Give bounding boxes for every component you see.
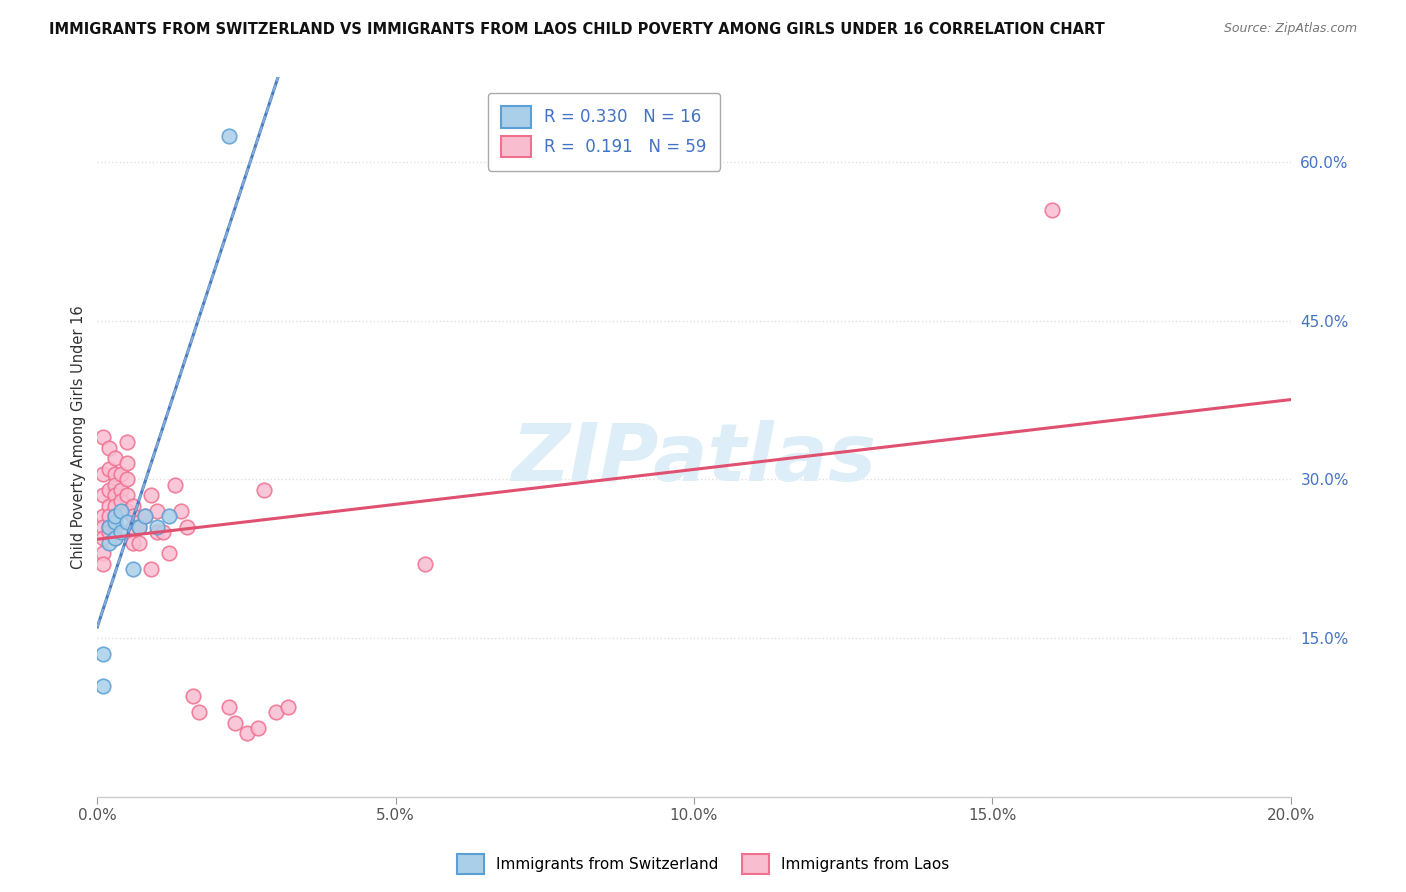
Point [146,520,169,534]
Point [181,689,204,703]
Point [128,515,150,529]
Point [104,499,127,513]
Point [1040,202,1063,217]
Point [122,499,145,513]
Point [110,467,132,481]
Point [146,525,169,540]
Point [139,562,162,576]
Point [218,699,240,714]
Point [157,546,180,560]
Point [91,557,114,571]
Point [122,562,145,576]
Point [134,509,156,524]
Point [187,705,209,719]
Point [253,483,276,497]
Point [104,467,127,481]
Point [146,504,169,518]
Point [91,488,114,502]
Point [104,531,127,545]
Point [91,509,114,524]
Point [110,483,132,497]
Point [98,536,121,550]
Point [98,520,121,534]
Point [134,509,156,524]
Point [91,679,114,693]
Point [176,520,198,534]
Text: ZIPatlas: ZIPatlas [512,419,876,498]
Point [122,520,145,534]
Point [115,457,138,471]
Point [104,520,127,534]
Point [218,128,240,143]
Point [98,499,121,513]
Point [122,509,145,524]
Point [122,536,145,550]
Point [115,515,138,529]
Point [91,467,114,481]
Point [224,715,246,730]
Point [152,525,174,540]
Legend: R = 0.330   N = 16, R =  0.191   N = 59: R = 0.330 N = 16, R = 0.191 N = 59 [488,93,720,170]
Text: Source: ZipAtlas.com: Source: ZipAtlas.com [1223,22,1357,36]
Point [91,531,114,545]
Point [104,451,127,466]
Point [104,531,127,545]
Point [98,509,121,524]
Point [128,536,150,550]
Point [277,699,299,714]
Point [110,504,132,518]
Point [104,515,127,529]
Point [104,509,127,524]
Point [128,520,150,534]
Point [98,462,121,476]
Point [104,488,127,502]
Point [98,520,121,534]
Point [98,441,121,455]
Point [91,647,114,661]
Point [115,435,138,450]
Point [266,705,288,719]
Point [91,430,114,444]
Point [91,520,114,534]
Point [247,721,270,735]
Point [91,546,114,560]
Point [139,488,162,502]
Y-axis label: Child Poverty Among Girls Under 16: Child Poverty Among Girls Under 16 [72,305,86,569]
Text: IMMIGRANTS FROM SWITZERLAND VS IMMIGRANTS FROM LAOS CHILD POVERTY AMONG GIRLS UN: IMMIGRANTS FROM SWITZERLAND VS IMMIGRANT… [49,22,1105,37]
Point [115,504,138,518]
Point [235,726,257,740]
Point [170,504,193,518]
Point [163,477,186,491]
Point [415,557,437,571]
Point [157,509,180,524]
Point [104,509,127,524]
Point [128,520,150,534]
Point [98,483,121,497]
Point [104,477,127,491]
Point [110,493,132,508]
Legend: Immigrants from Switzerland, Immigrants from Laos: Immigrants from Switzerland, Immigrants … [450,848,956,880]
Point [115,472,138,486]
Point [115,488,138,502]
Point [110,525,132,540]
Point [98,525,121,540]
